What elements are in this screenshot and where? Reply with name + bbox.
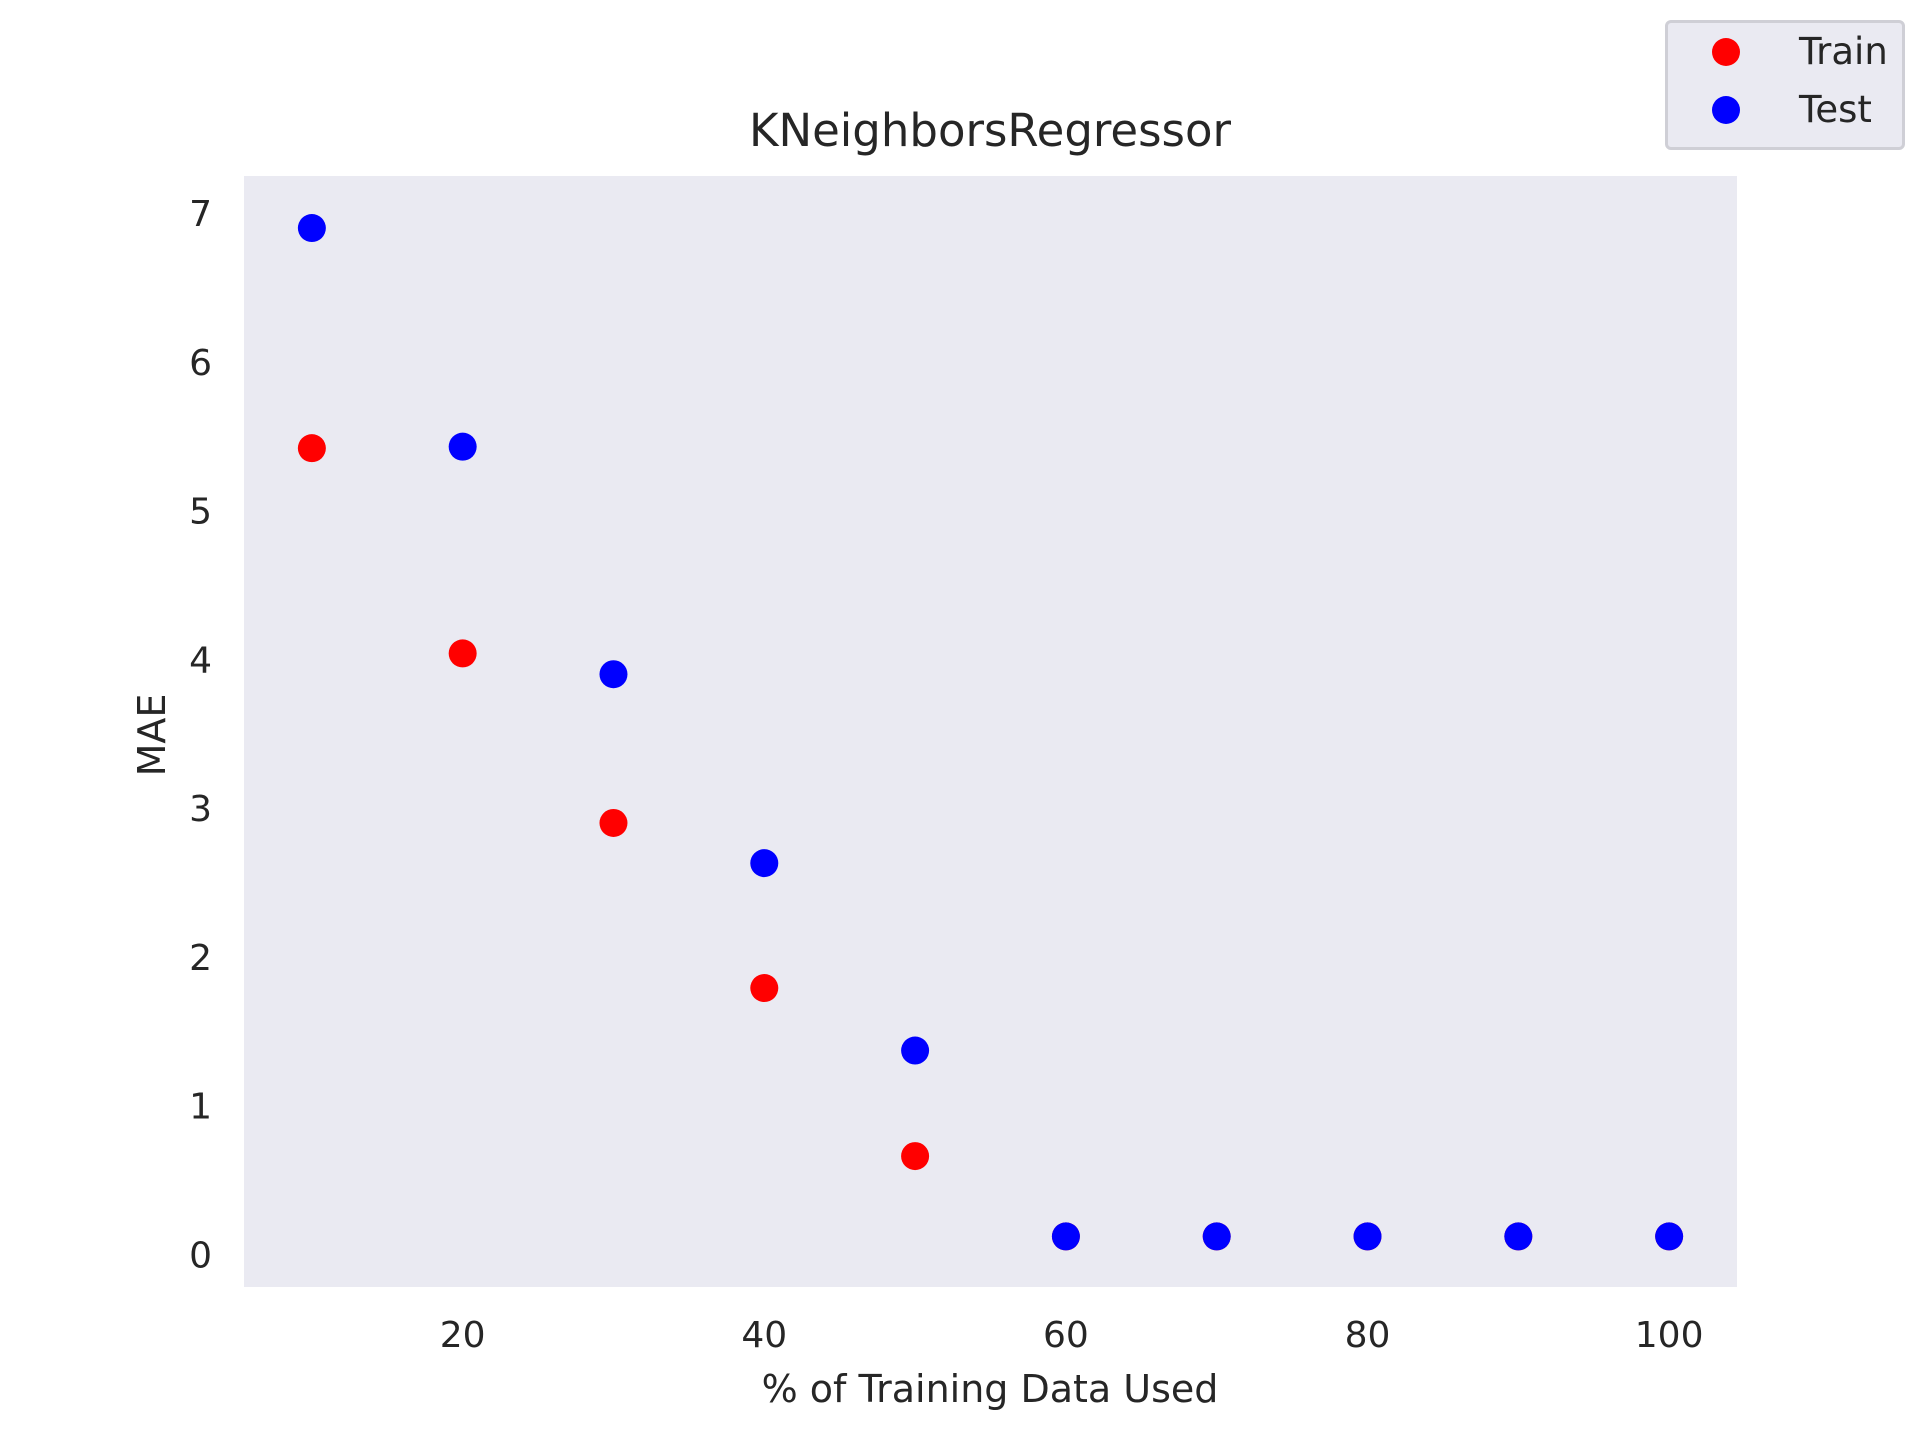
- y-tick-label: 5: [189, 492, 212, 533]
- plot-area: [244, 176, 1737, 1287]
- point-test: [599, 660, 628, 689]
- y-tick-label: 2: [189, 938, 212, 979]
- y-axis-label: MAE: [130, 694, 174, 777]
- y-tick-label: 0: [189, 1235, 212, 1276]
- point-train: [297, 434, 326, 463]
- point-train: [448, 639, 477, 668]
- x-tick-labels: 20 40 60 80 100: [440, 1315, 1704, 1356]
- point-train: [750, 974, 779, 1003]
- point-test: [297, 214, 326, 243]
- x-tick-label: 20: [440, 1315, 486, 1356]
- y-tick-label: 7: [189, 194, 212, 235]
- x-tick-label: 60: [1043, 1315, 1089, 1356]
- x-tick-label: 80: [1345, 1315, 1391, 1356]
- legend-label-train: Train: [1799, 30, 1888, 73]
- chart-title: KNeighborsRegressor: [749, 104, 1232, 157]
- x-tick-label: 100: [1635, 1315, 1704, 1356]
- y-tick-label: 3: [189, 789, 212, 830]
- legend-item-test: Test: [1668, 81, 1902, 139]
- point-test: [1655, 1222, 1684, 1251]
- y-tick-label: 1: [189, 1087, 212, 1128]
- point-test: [1353, 1222, 1382, 1251]
- point-test: [750, 849, 779, 878]
- point-train: [599, 808, 628, 837]
- y-tick-label: 6: [189, 343, 212, 384]
- legend-label-test: Test: [1799, 88, 1872, 131]
- legend-marker-test: [1712, 96, 1740, 124]
- point-test: [1202, 1222, 1231, 1251]
- point-test: [1504, 1222, 1533, 1251]
- y-tick-labels: 0 1 2 3 4 5 6 7: [189, 194, 212, 1276]
- legend-item-train: Train: [1668, 23, 1902, 81]
- point-test: [1051, 1222, 1080, 1251]
- x-axis-label: % of Training Data Used: [762, 1367, 1219, 1411]
- data-points: [297, 214, 1684, 1251]
- x-tick-label: 40: [741, 1315, 787, 1356]
- y-tick-label: 4: [189, 640, 212, 681]
- point-test: [448, 432, 477, 461]
- point-test: [901, 1036, 930, 1065]
- point-train: [901, 1142, 930, 1171]
- legend-marker-train: [1712, 38, 1740, 66]
- legend: Train Test: [1665, 20, 1905, 150]
